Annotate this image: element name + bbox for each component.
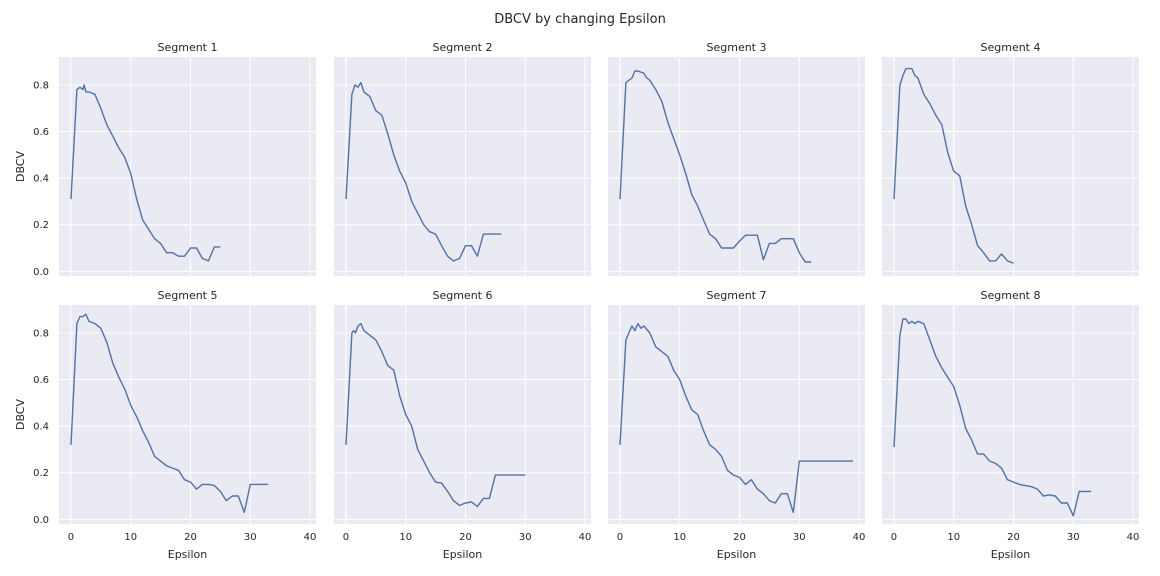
y-axis-label: DBCV [14,399,27,431]
series-line [619,322,853,514]
x-tick-label: 40 [579,532,592,543]
plot-area [608,57,865,276]
subplot-grid: Segment 1 0.0 0.2 0.4 0.6 0.8 DBCV Segment 2 Seg… [14,41,1139,561]
subplot-segment-4: Segment 4 [882,41,1139,276]
x-axis-label: Epsilon [168,548,208,561]
x-tick-label: 30 [519,532,532,543]
series-line [893,67,1014,264]
series-line [345,81,502,262]
x-tick-label: 10 [673,532,686,543]
x-tick-label: 20 [1007,532,1020,543]
x-tick-label: 20 [459,532,472,543]
x-tick-label: 30 [244,532,257,543]
y-tick-label: 0.0 [33,515,49,526]
y-tick-label: 0.4 [33,422,49,433]
figure-title: DBCV by changing Epsilon [494,12,666,27]
y-axis-label: DBCV [14,151,27,183]
x-axis-label: Epsilon [991,548,1031,561]
series-line [70,313,269,514]
x-tick-label: 10 [947,532,960,543]
subplot-title: Segment 5 [158,289,218,302]
subplot-segment-7: Segment 7 0 10 20 30 40 Epsilon [608,289,865,561]
subplot-title: Segment 2 [433,41,493,54]
x-tick-label: 0 [617,532,623,543]
series-line [619,70,812,263]
series-line [70,84,221,262]
x-tick-label: 30 [1067,532,1080,543]
x-tick-label: 10 [399,532,412,543]
series-line [893,318,1092,517]
x-tick-label: 40 [1127,532,1140,543]
subplot-segment-5: Segment 5 0.0 0.2 0.4 0.6 0.8 DBCV 0 10 20 30 40 Eps… [14,289,316,561]
subplot-title: Segment 3 [707,41,767,54]
y-tick-label: 0.0 [33,267,49,278]
y-tick-label: 0.8 [33,80,49,91]
plot-area [59,57,316,276]
y-tick-label: 0.6 [33,375,49,386]
x-tick-label: 0 [891,532,897,543]
x-tick-label: 40 [304,532,317,543]
subplot-title: Segment 4 [981,41,1041,54]
y-tick-label: 0.2 [33,468,49,479]
x-tick-label: 0 [68,532,74,543]
plot-area [882,57,1139,276]
subplot-title: Segment 8 [981,289,1041,302]
y-tick-label: 0.8 [33,328,49,339]
x-tick-label: 0 [343,532,349,543]
y-tick-label: 0.2 [33,220,49,231]
y-tick-label: 0.6 [33,127,49,138]
x-tick-label: 20 [184,532,197,543]
subplot-segment-1: Segment 1 0.0 0.2 0.4 0.6 0.8 DBCV [14,41,316,278]
plot-area [59,305,316,524]
subplot-title: Segment 7 [707,289,767,302]
subplot-segment-6: Segment 6 0 10 20 30 40 Epsilon [334,289,591,561]
series-line [345,322,526,508]
x-tick-label: 40 [853,532,866,543]
x-axis-label: Epsilon [443,548,483,561]
subplot-segment-2: Segment 2 [334,41,591,276]
plot-area [882,305,1139,524]
subplot-title: Segment 1 [158,41,218,54]
plot-area [608,305,865,524]
x-tick-label: 10 [124,532,137,543]
x-axis-label: Epsilon [717,548,757,561]
x-tick-label: 30 [793,532,806,543]
subplot-title: Segment 6 [433,289,493,302]
subplot-segment-8: Segment 8 0 10 20 30 40 Epsilon [882,289,1139,561]
subplot-segment-3: Segment 3 [608,41,865,276]
x-tick-label: 20 [733,532,746,543]
plot-area [334,57,591,276]
y-tick-label: 0.4 [33,174,49,185]
